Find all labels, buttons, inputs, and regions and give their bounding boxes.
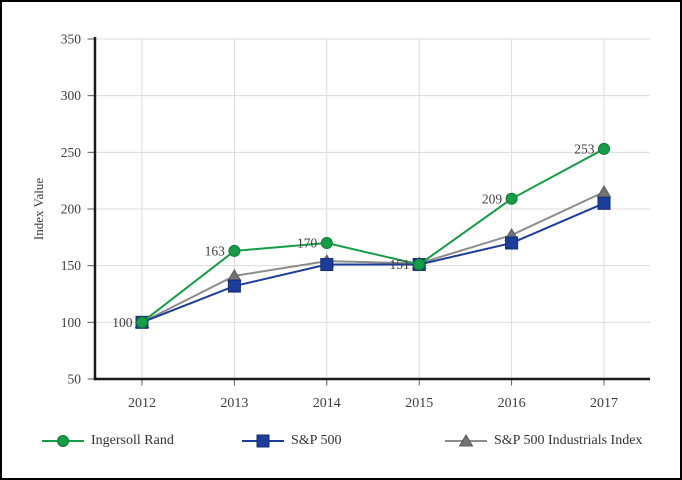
x-tick-label: 2014 [313,396,341,411]
series-marker-ingersoll-rand-circle-icon [598,142,610,155]
x-tick-label: 2015 [405,396,433,411]
y-tick-label: 100 [61,315,82,330]
x-tick-label: 2017 [590,396,618,411]
series-line-ingersoll-rand [141,148,605,324]
series-marker-s-p-500-industrials-index-triangle-icon [596,185,612,198]
legend-item-sp500: S&P 500 [242,431,341,451]
series-marker-s-p-500-square-icon [597,196,611,210]
legend-item-ingersoll-rand: Ingersoll Rand [42,431,174,451]
series-marker-ingersoll-rand-circle-icon [505,192,518,205]
data-label: 209 [482,191,503,206]
data-label: 151 [389,257,409,272]
series-line-s-p-500-industrials-index [141,191,605,324]
y-tick-label: 200 [61,202,82,217]
y-axis-title: Index Value [31,177,46,241]
data-label: 163 [205,243,226,258]
x-tick-label: 2016 [498,396,526,411]
series-marker-ingersoll-rand-circle-icon [413,258,426,271]
legend-label: S&P 500 [291,433,342,448]
x-tick-label: 2013 [220,396,248,411]
axes: 50 100 150 200 250 300 350 2012 2013 2014 2015 2016… [61,32,650,411]
y-tick-label: 250 [61,145,82,160]
series-marker-s-p-500-square-icon [227,279,241,293]
series-line-s-p-500 [141,202,605,324]
y-tick-label: 300 [61,88,82,103]
legend-label: Ingersoll Rand [91,433,174,448]
data-labels: 100 163 170 151 209 253 [112,141,595,329]
y-tick-label: 50 [68,372,82,387]
series-marker-s-p-500-square-icon [505,236,519,250]
legend-marker-square-icon [242,434,284,448]
x-tick-label: 2012 [128,396,156,411]
data-label: 253 [574,141,595,156]
series-marker-ingersoll-rand-circle-icon [136,316,148,329]
legend-label: S&P 500 Industrials Index [494,433,643,448]
series-marker-ingersoll-rand-circle-icon [320,237,333,249]
legend-marker-triangle-icon [445,434,487,447]
legend-marker-circle-icon [42,435,84,447]
data-label: 100 [112,315,133,330]
data-label: 170 [297,236,318,251]
series-marker-s-p-500-square-icon [320,258,334,272]
series-ingersoll-rand [136,142,610,329]
series-marker-ingersoll-rand-circle-icon [228,244,241,257]
y-tick-label: 150 [61,258,82,273]
legend-item-sp500-industrials: S&P 500 Industrials Index [445,431,642,451]
y-tick-label: 350 [61,32,82,47]
gridlines [95,38,650,379]
